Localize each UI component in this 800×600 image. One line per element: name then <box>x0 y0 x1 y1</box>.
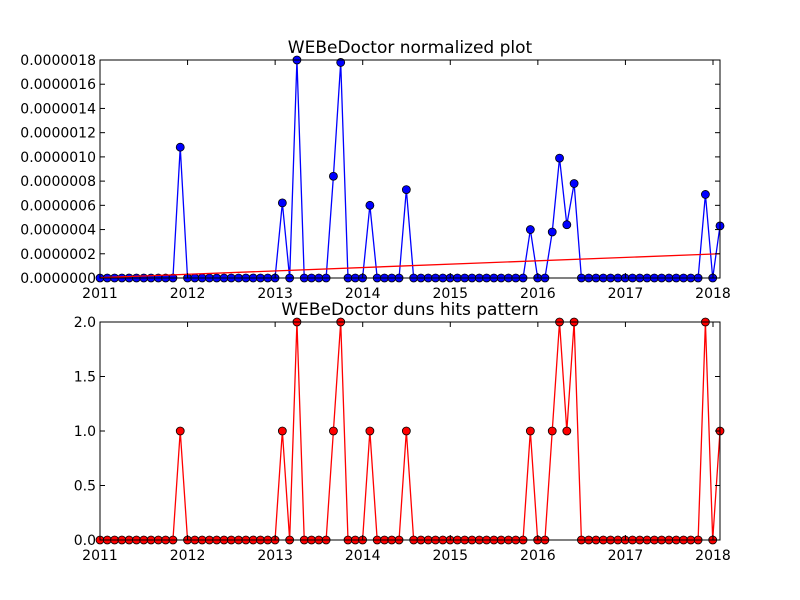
duns-hits-y-tick-label: 2.0 <box>74 315 96 331</box>
normalized-plot-title: WEBeDoctor normalized plot <box>288 38 533 58</box>
duns-hits-x-tick-label: 2011 <box>82 548 118 564</box>
normalized-plot-y-axis: 0.0000000 0.0000002 0.0000004 0.0000006 0.00… <box>20 53 720 287</box>
normalized-plot-y-tick-label: 0.0000002 <box>20 247 96 263</box>
normalized-plot-data-point <box>365 200 375 210</box>
duns-hits-data-point <box>365 426 375 436</box>
duns-hits-y-tick-label: 0.5 <box>74 479 96 495</box>
normalized-plot-x-tick-label: 2013 <box>257 286 293 302</box>
duns-hits-y-tick-label: 1.0 <box>74 424 96 440</box>
duns-hits-data-point <box>277 426 287 436</box>
duns-hits-data-point <box>175 426 185 436</box>
normalized-plot-y-tick-label: 0.0000004 <box>20 223 96 239</box>
normalized-plot-x-tick-label: 2014 <box>345 286 381 302</box>
normalized-plot-data-point <box>401 185 411 194</box>
duns-hits-x-tick-label: 2018 <box>695 548 731 564</box>
duns-hits-chart: WEBeDoctor duns hits pattern 0.0 0.5 1.0 1.… <box>74 300 731 564</box>
normalized-plot-data-point <box>547 227 557 237</box>
duns-hits-y-axis: 0.0 0.5 1.0 1.5 2.0 <box>74 315 720 549</box>
normalized-plot-data-point <box>175 142 185 152</box>
normalized-plot-y-tick-label: 0.0000012 <box>20 126 96 142</box>
normalized-plot-x-tick-label: 2017 <box>608 286 644 302</box>
normalized-plot-y-tick-label: 0.0000000 <box>20 271 96 287</box>
duns-hits-series-layer <box>95 317 725 545</box>
normalized-plot-axes-frame <box>99 59 721 279</box>
normalized-plot-x-tick-label: 2018 <box>695 286 731 302</box>
normalized-plot-data-point <box>525 225 535 234</box>
normalized-plot-y-tick-label: 0.0000014 <box>20 101 96 117</box>
duns-hits-data-point <box>562 426 572 436</box>
duns-hits-x-tick-label: 2014 <box>345 548 381 564</box>
normalized-plot-data-point <box>277 198 287 208</box>
duns-hits-axes-frame <box>99 321 721 541</box>
normalized-plot-trend-line <box>99 253 721 279</box>
duns-hits-x-tick-label: 2012 <box>170 548 206 564</box>
duns-hits-title: WEBeDoctor duns hits pattern <box>281 300 538 320</box>
normalized-plot-y-tick-label: 0.0000006 <box>20 198 96 214</box>
duns-hits-x-axis: 2011 2012 2013 2014 2015 2016 2017 2018 <box>82 322 731 564</box>
normalized-plot-x-tick-label: 2012 <box>170 286 206 302</box>
duns-hits-x-tick-label: 2016 <box>520 548 556 564</box>
duns-hits-x-tick-label: 2013 <box>257 548 293 564</box>
normalized-plot-data-point <box>555 153 564 163</box>
duns-hits-y-tick-label: 1.5 <box>74 370 96 386</box>
normalized-plot-y-tick-label: 0.0000018 <box>20 53 96 69</box>
duns-hits-data-point <box>401 426 411 436</box>
duns-hits-data-point <box>329 426 338 436</box>
normalized-plot-x-tick-label: 2011 <box>82 286 118 302</box>
normalized-plot-data-point <box>701 190 710 199</box>
duns-hits-x-tick-label: 2015 <box>432 548 468 564</box>
duns-hits-data-point <box>525 426 535 436</box>
normalized-plot-x-tick-label: 2016 <box>520 286 556 302</box>
normalized-plot-y-tick-label: 0.0000008 <box>20 174 96 190</box>
normalized-plot-chart: WEBeDoctor normalized plot 0.00000000.00… <box>20 38 731 302</box>
normalized-plot-x-axis: 2011 2012 2013 2014 2015 2016 2017 2018 <box>82 60 731 302</box>
duns-hits-x-tick-label: 2017 <box>608 548 644 564</box>
duns-hits-data-point <box>547 426 557 436</box>
normalized-plot-y-tick-label: 0.0000016 <box>20 77 96 93</box>
normalized-plot-data-point <box>329 171 338 181</box>
normalized-plot-x-tick-label: 2015 <box>432 286 468 302</box>
normalized-plot-y-tick-label: 0.0000010 <box>20 150 96 166</box>
duns-hits-y-tick-label: 0.0 <box>74 533 96 549</box>
normalized-plot-data-point <box>562 220 572 230</box>
normalized-plot-data-point <box>569 179 579 188</box>
